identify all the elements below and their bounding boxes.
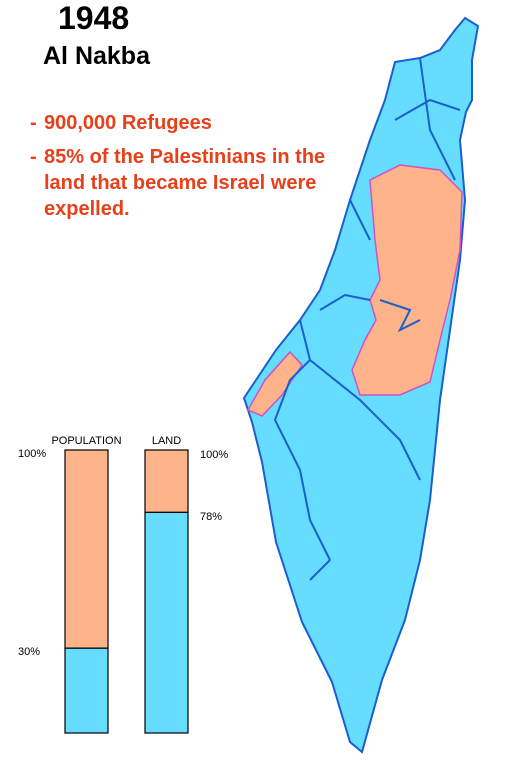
map-gaza xyxy=(246,350,303,417)
bullet-marker: - xyxy=(30,112,37,134)
subtitle: Al Nakba xyxy=(43,42,150,70)
map-border xyxy=(273,57,461,581)
bullet-text: 900,000 Refugees xyxy=(44,112,212,134)
y-tick-label: 30% xyxy=(18,646,40,658)
y-tick-label: 100% xyxy=(18,448,46,460)
bar-segment xyxy=(144,511,189,734)
bar-chart: POPULATION LAND 30% 100% 78% 100% xyxy=(18,435,228,734)
title: 1948 xyxy=(58,0,130,36)
bar-segment xyxy=(64,449,109,649)
bar-segment xyxy=(144,449,189,513)
bullet: -900,000 Refugees xyxy=(30,110,350,136)
bullet: -85% of the Palestinians in the land tha… xyxy=(30,144,350,222)
bullet-text: 85% of the Palestinians in the land that… xyxy=(44,146,326,220)
bullet-marker: - xyxy=(30,146,37,168)
bar-segment xyxy=(64,647,109,734)
map-west-bank xyxy=(351,164,463,396)
map xyxy=(242,16,480,754)
bullet-list: -900,000 Refugees -85% of the Palestinian… xyxy=(30,110,350,230)
category-label: LAND xyxy=(152,435,181,447)
y2-tick-label: 78% xyxy=(200,511,222,523)
y2-tick-label: 100% xyxy=(200,449,228,461)
category-label: POPULATION xyxy=(51,435,121,447)
